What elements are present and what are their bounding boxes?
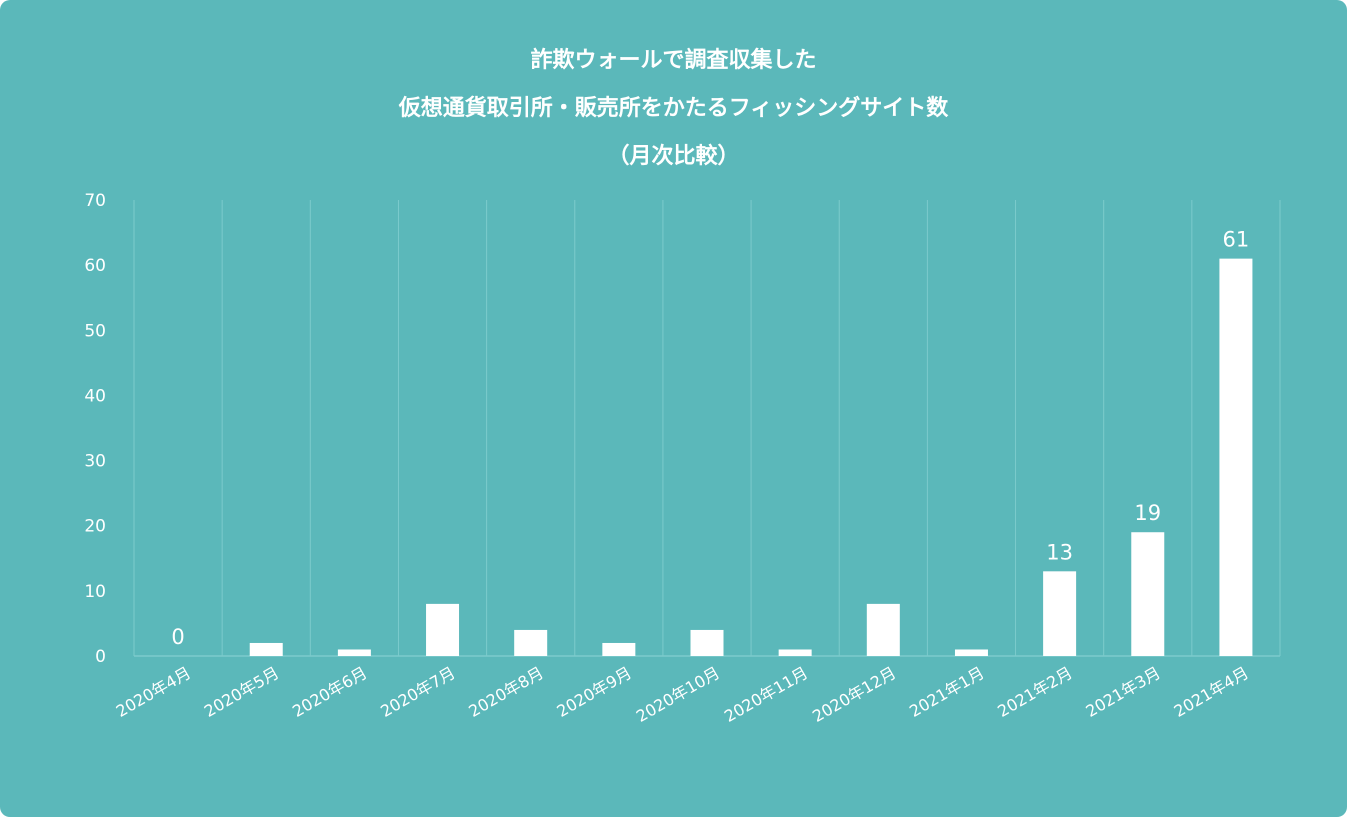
- x-tick-label: 2021年1月: [906, 663, 987, 721]
- bar: [249, 642, 283, 656]
- x-tick-label: 2020年5月: [201, 663, 282, 721]
- chart-title-line-1: 詐欺ウォールで調査収集した: [530, 48, 817, 73]
- x-tick-label: 2020年4月: [113, 663, 194, 721]
- x-tick-label: 2020年6月: [289, 663, 370, 721]
- data-label: 61: [1223, 228, 1250, 252]
- y-tick-label: 50: [84, 321, 106, 341]
- bar: [602, 642, 636, 656]
- chart-title-line-2: 仮想通貨取引所・販売所をかたるフィッシングサイト数: [398, 96, 949, 121]
- y-tick-label: 70: [84, 191, 106, 211]
- y-tick-label: 40: [84, 386, 106, 406]
- x-tick-label: 2020年11月: [721, 663, 811, 726]
- bar: [426, 603, 460, 656]
- bar: [866, 603, 900, 656]
- bar: [1219, 258, 1253, 656]
- bar: [514, 629, 548, 656]
- bar: [1131, 532, 1165, 656]
- bar: [1043, 571, 1077, 656]
- x-tick-label: 2021年3月: [1082, 663, 1163, 721]
- y-tick-label: 10: [84, 582, 106, 602]
- x-tick-label: 2020年9月: [554, 663, 635, 721]
- data-label: 13: [1046, 540, 1073, 564]
- x-tick-label: 2020年12月: [809, 663, 899, 726]
- chart-title-line-3: （月次比較）: [607, 144, 740, 169]
- y-tick-label: 0: [95, 647, 106, 667]
- bar: [690, 629, 724, 656]
- data-label: 19: [1134, 501, 1161, 525]
- y-tick-label: 20: [84, 517, 106, 537]
- bar: [954, 649, 988, 656]
- x-tick-label: 2020年7月: [377, 663, 458, 721]
- x-tick-label: 2021年2月: [994, 663, 1075, 721]
- x-tick-label: 2020年10月: [633, 663, 723, 726]
- bar: [337, 649, 371, 656]
- x-tick-label: 2020年8月: [465, 663, 546, 721]
- y-tick-label: 60: [84, 256, 106, 276]
- x-tick-label: 2021年4月: [1171, 663, 1252, 721]
- data-label: 0: [171, 625, 184, 649]
- y-tick-label: 30: [84, 452, 106, 472]
- bar: [778, 649, 812, 656]
